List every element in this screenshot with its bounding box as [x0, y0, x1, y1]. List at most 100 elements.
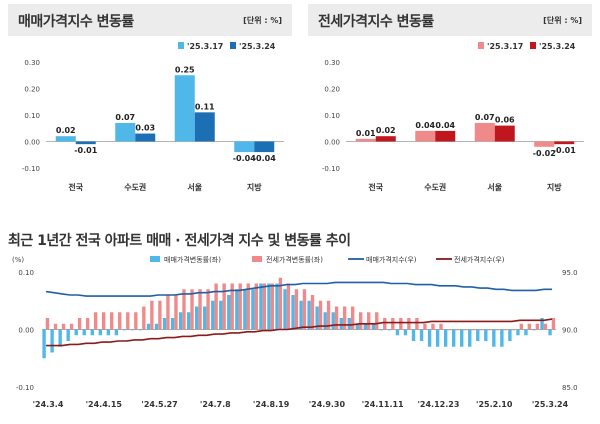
trend-jeonse-change-bar — [543, 323, 548, 330]
jeonse-data-label: -0.01 — [553, 146, 576, 155]
sale-change-bar-chart: 0.30 0.20 0.10 0.00 -0.10 '25.3.17 '25.3.24 0.0… — [22, 42, 284, 192]
sale-y-tick-label: 0.20 — [24, 86, 40, 94]
trend-sale-change-bar — [186, 312, 191, 330]
sale-legend-label: '25.3.24 — [239, 42, 276, 51]
trend-jeonse-change-bar — [383, 318, 387, 330]
trend-jeonse-change-bar — [262, 283, 266, 330]
trend-sale-change-bar — [162, 318, 167, 330]
jeonse-change-panel: 전세가격지수 변동률 [단위 : %] 0.30 0.20 0.10 0.00 -0.1… — [308, 4, 592, 206]
jeonse-y-tick-label: 0.00 — [324, 139, 340, 147]
trend-sale-change-bar — [524, 329, 528, 336]
trend-sale-change-bar — [548, 329, 552, 336]
trend-sale-change-bar — [371, 323, 376, 330]
jeonse-category-label: 수도권 — [424, 182, 446, 192]
trend-sale-change-bar — [267, 283, 271, 330]
trend-sale-change-bar — [219, 300, 223, 330]
trend-left-tick-label: 0.10 — [18, 269, 34, 277]
trend-x-tick-label: '24.4.15 — [86, 400, 123, 409]
trend-jeonse-change-bar — [110, 312, 114, 330]
trend-sale-change-bar — [435, 329, 440, 347]
trend-sale-change-bar — [395, 329, 400, 336]
trend-x-tick-label: '24.7.8 — [200, 400, 231, 409]
trend-sale-change-bar — [419, 329, 424, 341]
trend-jeonse-change-bar — [166, 295, 170, 330]
trend-sale-change-bar — [387, 329, 392, 331]
trend-combo-chart: (%) 0.10 0.00 -0.10 95.0 90.0 85.0 '24.3.4 '24.4… — [12, 255, 578, 409]
trend-jeonse-change-bar — [85, 318, 90, 330]
trend-sale-change-bar — [508, 329, 512, 341]
jeonse-bar — [415, 130, 436, 142]
trend-jeonse-change-bar — [342, 306, 347, 330]
trend-legend-label: 전세가격변동률(좌) — [266, 255, 323, 264]
trend-jeonse-change-bar — [535, 323, 540, 330]
sale-bar — [254, 141, 275, 153]
trend-title: 최근 1년간 전국 아파트 매매 · 전세가격 지수 및 변동률 추이 — [8, 233, 351, 249]
jeonse-data-label: 0.07 — [475, 113, 495, 122]
trend-sale-change-bar — [146, 323, 151, 330]
trend-jeonse-change-bar — [254, 283, 258, 330]
trend-sale-change-bar — [66, 329, 70, 341]
sale-bar — [75, 141, 96, 145]
trend-sale-change-bar — [90, 329, 94, 336]
trend-sale-change-bar — [323, 312, 327, 330]
sale-bar — [135, 133, 156, 142]
trend-sale-change-bar — [42, 329, 46, 359]
trend-sale-change-bar — [484, 329, 488, 341]
trend-jeonse-change-bar — [367, 312, 371, 330]
trend-sale-change-bar — [74, 329, 78, 336]
trend-sale-change-bar — [331, 312, 335, 330]
trend-jeonse-change-bar — [222, 283, 226, 330]
trend-jeonse-change-bar — [439, 323, 443, 330]
trend-jeonse-change-bar — [431, 323, 435, 330]
trend-sale-change-bar — [178, 312, 183, 330]
trend-jeonse-change-bar — [503, 329, 507, 331]
jeonse-data-label: 0.04 — [435, 121, 455, 130]
jeonse-category-label: 전국 — [368, 182, 383, 192]
sale-data-label: -0.04 — [233, 154, 256, 163]
sale-data-label: 0.03 — [135, 124, 155, 133]
sale-category-label: 전국 — [68, 182, 83, 192]
trend-jeonse-change-bar — [126, 312, 130, 330]
trend-sale-change-bar — [460, 329, 464, 347]
trend-right-tick-label: 95.0 — [562, 269, 578, 277]
trend-x-tick-label: '24.3.4 — [33, 400, 64, 409]
trend-sale-change-bar — [243, 289, 247, 330]
jeonse-y-tick-label: 0.30 — [324, 59, 340, 67]
sale-category-label: 지방 — [247, 182, 262, 192]
sale-bar — [194, 112, 215, 142]
trend-legend-label: 전세가격지수(우) — [454, 255, 505, 264]
jeonse-bar — [494, 125, 515, 142]
sale-bar — [115, 122, 136, 142]
trend-sale-change-bar — [227, 295, 231, 330]
trend-jeonse-index-line — [46, 318, 553, 347]
sale-legend-swatch — [178, 42, 184, 49]
trend-jeonse-change-bar — [142, 306, 146, 330]
trend-sale-change-bar — [411, 329, 416, 341]
trend-jeonse-change-bar — [198, 289, 202, 330]
sale-bar — [234, 141, 255, 153]
trend-sale-change-bar — [339, 318, 343, 330]
sale-panel-unit: [단위 : %] — [243, 16, 282, 25]
trend-sale-index-line — [45, 281, 552, 297]
jeonse-bar — [355, 138, 376, 142]
jeonse-legend-swatch — [478, 42, 484, 49]
trend-y-unit-label: (%) — [12, 256, 24, 264]
trend-x-tick-label: '24.5.27 — [141, 400, 177, 409]
jeonse-y-tick-label: 0.10 — [324, 112, 340, 120]
sale-category-label: 서울 — [187, 182, 202, 192]
jeonse-panel-header: 전세가격지수 변동률 [단위 : %] — [308, 4, 592, 36]
trend-sale-change-bar — [500, 329, 504, 347]
trend-jeonse-change-bar — [214, 283, 218, 330]
trend-jeonse-change-bar — [278, 277, 283, 330]
jeonse-data-label: -0.02 — [533, 149, 556, 158]
trend-sale-change-bar — [363, 323, 368, 330]
jeonse-data-label: 0.04 — [415, 121, 435, 130]
trend-sale-change-bar — [283, 289, 287, 330]
trend-sale-change-bar — [427, 329, 432, 347]
trend-x-tick-label: '24.8.19 — [253, 400, 290, 409]
trend-sale-change-bar — [355, 323, 359, 330]
trend-x-tick-label: '25.2.10 — [476, 400, 513, 409]
trend-sale-change-bar — [451, 329, 456, 347]
trend-sale-change-bar — [194, 306, 199, 330]
trend-sale-change-bar — [379, 329, 384, 331]
